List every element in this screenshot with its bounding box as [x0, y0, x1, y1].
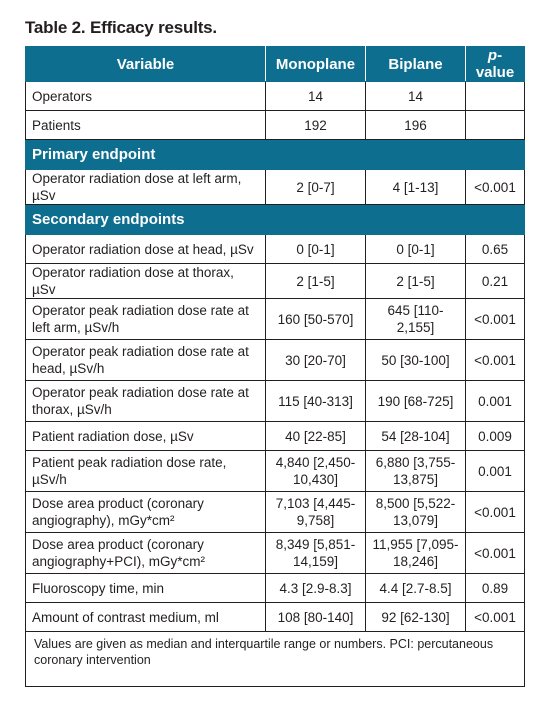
cell-biplane: 4.4 [2.7-8.5]: [365, 573, 466, 603]
cell-monoplane: 40 [22-85]: [265, 421, 366, 451]
table-row: Dose area product (coronary angiography+…: [25, 532, 525, 574]
cell-pvalue: 0.001: [465, 450, 525, 492]
cell-pvalue: <0.001: [465, 602, 525, 632]
cell-monoplane: 4,840 [2,450-10,430]: [265, 450, 366, 492]
cell-pvalue: [465, 81, 525, 111]
cell-pvalue: <0.001: [465, 491, 525, 533]
cell-pvalue: 0.009: [465, 421, 525, 451]
cell-biplane: 645 [110-2,155]: [365, 298, 466, 340]
cell-monoplane: 0 [0-1]: [265, 234, 366, 264]
table-row: Patient peak radiation dose rate, µSv/h …: [25, 450, 525, 492]
table-footnote: Values are given as median and interquar…: [25, 631, 525, 687]
cell-biplane: 8,500 [5,522-13,079]: [365, 491, 466, 533]
table-row: Patient radiation dose, µSv 40 [22-85] 5…: [25, 421, 525, 451]
cell-biplane: 54 [28-104]: [365, 421, 466, 451]
header-biplane: Biplane: [365, 46, 466, 82]
cell-monoplane: 160 [50-570]: [265, 298, 366, 340]
cell-variable: Patient peak radiation dose rate, µSv/h: [25, 450, 266, 492]
cell-biplane: 50 [30-100]: [365, 339, 466, 381]
cell-biplane: 0 [0-1]: [365, 234, 466, 264]
cell-variable: Dose area product (coronary angiography)…: [25, 491, 266, 533]
cell-variable: Operator radiation dose at thorax, µSv: [25, 263, 266, 299]
section-row-primary: Primary endpoint: [25, 139, 525, 170]
cell-pvalue: 0.001: [465, 380, 525, 422]
table-row: Fluoroscopy time, min 4.3 [2.9-8.3] 4.4 …: [25, 573, 525, 603]
header-row: Variable Monoplane Biplane p-value: [25, 46, 525, 82]
section-row-secondary: Secondary endpoints: [25, 204, 525, 235]
cell-pvalue: <0.001: [465, 298, 525, 340]
cell-biplane: 11,955 [7,095-18,246]: [365, 532, 466, 574]
cell-monoplane: 2 [0-7]: [265, 169, 366, 205]
table-row: Dose area product (coronary angiography)…: [25, 491, 525, 533]
cell-pvalue: 0.89: [465, 573, 525, 603]
cell-variable: Operator peak radiation dose rate at lef…: [25, 298, 266, 340]
section-title-secondary: Secondary endpoints: [25, 204, 525, 235]
cell-monoplane: 30 [20-70]: [265, 339, 366, 381]
cell-monoplane: 4.3 [2.9-8.3]: [265, 573, 366, 603]
table-row: Operator peak radiation dose rate at hea…: [25, 339, 525, 381]
cell-variable: Operator peak radiation dose rate at tho…: [25, 380, 266, 422]
header-pvalue: p-value: [465, 46, 525, 82]
table-row: Patients 192 196: [25, 110, 525, 140]
table-row: Operator peak radiation dose rate at tho…: [25, 380, 525, 422]
cell-pvalue: <0.001: [465, 532, 525, 574]
header-variable: Variable: [25, 46, 266, 82]
cell-variable: Dose area product (coronary angiography+…: [25, 532, 266, 574]
cell-monoplane: 192: [265, 110, 366, 140]
header-monoplane: Monoplane: [265, 46, 366, 82]
cell-variable: Operator radiation dose at left arm, µSv: [25, 169, 266, 205]
header-pvalue-p: p: [487, 47, 498, 64]
cell-biplane: 4 [1-13]: [365, 169, 466, 205]
cell-monoplane: 115 [40-313]: [265, 380, 366, 422]
cell-pvalue: <0.001: [465, 169, 525, 205]
cell-monoplane: 8,349 [5,851-14,159]: [265, 532, 366, 574]
footnote-row: Values are given as median and interquar…: [25, 631, 525, 687]
cell-pvalue: 0.65: [465, 234, 525, 264]
cell-pvalue: <0.001: [465, 339, 525, 381]
table-row: Operator radiation dose at head, µSv 0 […: [25, 234, 525, 264]
cell-monoplane: 14: [265, 81, 366, 111]
table-row: Amount of contrast medium, ml 108 [80-14…: [25, 602, 525, 632]
cell-variable: Amount of contrast medium, ml: [25, 602, 266, 632]
cell-biplane: 196: [365, 110, 466, 140]
cell-biplane: 6,880 [3,755-13,875]: [365, 450, 466, 492]
cell-biplane: 92 [62-130]: [365, 602, 466, 632]
section-title-primary: Primary endpoint: [25, 139, 525, 170]
table-row: Operator radiation dose at thorax, µSv 2…: [25, 263, 525, 299]
cell-variable: Operator radiation dose at head, µSv: [25, 234, 266, 264]
table-row: Operators 14 14: [25, 81, 525, 111]
cell-variable: Operator peak radiation dose rate at hea…: [25, 339, 266, 381]
cell-variable: Operators: [25, 81, 266, 111]
cell-variable: Patients: [25, 110, 266, 140]
cell-variable: Patient radiation dose, µSv: [25, 421, 266, 451]
table-row: Operator radiation dose at left arm, µSv…: [25, 169, 525, 205]
cell-monoplane: 7,103 [4,445-9,758]: [265, 491, 366, 533]
table-caption: Table 2. Efficacy results.: [25, 18, 217, 37]
cell-variable: Fluoroscopy time, min: [25, 573, 266, 603]
cell-monoplane: 108 [80-140]: [265, 602, 366, 632]
cell-biplane: 190 [68-725]: [365, 380, 466, 422]
table-row: Operator peak radiation dose rate at lef…: [25, 298, 525, 340]
cell-biplane: 14: [365, 81, 466, 111]
header-pvalue-rest: -value: [475, 47, 515, 81]
cell-pvalue: 0.21: [465, 263, 525, 299]
cell-pvalue: [465, 110, 525, 140]
cell-biplane: 2 [1-5]: [365, 263, 466, 299]
cell-monoplane: 2 [1-5]: [265, 263, 366, 299]
efficacy-results-table: Variable Monoplane Biplane p-value Opera…: [25, 46, 525, 687]
